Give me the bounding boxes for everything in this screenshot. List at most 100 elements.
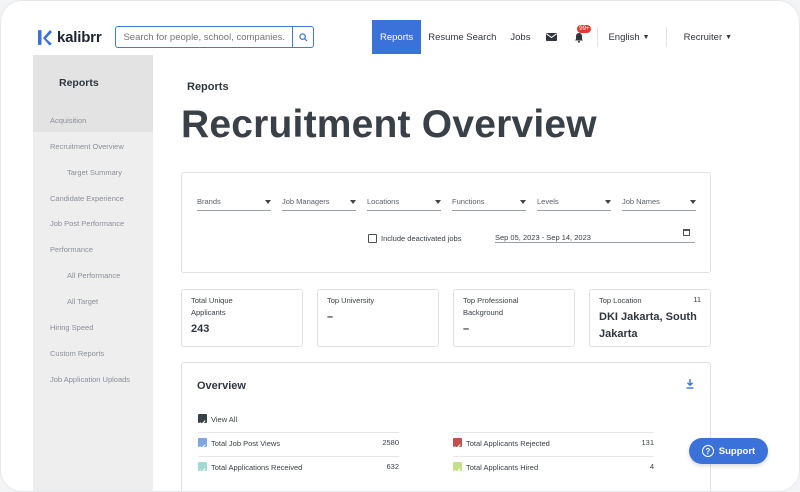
search-button[interactable]	[292, 26, 315, 48]
notification-badge: 99+	[577, 25, 592, 33]
bell-icon	[575, 32, 584, 43]
overview-panel: Overview View All Total Job Post Views 2…	[181, 362, 711, 491]
sidebar-header: Reports	[33, 55, 153, 132]
include-deactivated-label: Include deactivated jobs	[381, 234, 462, 243]
nav-jobs[interactable]: Jobs	[510, 31, 531, 43]
support-button[interactable]: ? Support	[689, 438, 768, 464]
chevron-down-icon	[520, 200, 526, 204]
metric-checkbox-job-post-views[interactable]	[198, 438, 207, 450]
view-all-label: View All	[211, 415, 238, 424]
chevron-down-icon	[435, 200, 441, 204]
language-label: English	[608, 31, 640, 43]
metric-value: 2580	[382, 438, 399, 447]
divider	[453, 432, 654, 433]
nav-reports[interactable]: Reports	[372, 20, 422, 54]
checkmark-icon	[199, 444, 206, 450]
page-title: Recruitment Overview	[181, 103, 597, 146]
chevron-down-icon	[605, 200, 611, 204]
checkmark-icon	[454, 468, 461, 474]
overview-title: Overview	[197, 380, 246, 392]
stat-label: Total Unique Applicants	[191, 295, 233, 319]
sidebar-item-all-target[interactable]: All Target	[67, 297, 99, 306]
stat-value: –	[327, 311, 334, 323]
sidebar-item-acquisition[interactable]: Acquisition	[50, 116, 87, 125]
role-label: Recruiter	[683, 31, 723, 43]
stat-value-line: DKI Jakarta, South	[599, 311, 697, 323]
functions-select[interactable]: Functions	[452, 197, 526, 211]
job-managers-select[interactable]: Job Managers	[282, 197, 356, 211]
levels-select[interactable]: Levels	[537, 197, 611, 211]
stat-value: –	[463, 323, 470, 335]
stat-value-line: Jakarta	[599, 328, 638, 340]
stat-value: DKI Jakarta, South Jakarta	[599, 309, 697, 343]
chevron-down-icon	[350, 200, 356, 204]
nav-resume-search[interactable]: Resume Search	[428, 31, 497, 43]
sidebar-item-hiring-speed[interactable]: Hiring Speed	[50, 323, 94, 332]
sidebar-title: Reports	[59, 77, 99, 89]
locations-select[interactable]: Locations	[367, 197, 441, 211]
filters-panel: Brands Job Managers Locations Functions …	[181, 172, 711, 273]
chevron-down-icon	[265, 200, 271, 204]
help-icon: ?	[701, 445, 714, 457]
notifications-button[interactable]: 99+	[565, 20, 593, 54]
divider	[453, 456, 654, 457]
include-deactivated-checkbox[interactable]	[368, 234, 377, 243]
metric-checkbox-applicants-hired[interactable]	[453, 462, 462, 474]
logo[interactable]: kalibrr	[37, 28, 102, 46]
role-dropdown[interactable]: Recruiter ▼	[677, 20, 739, 54]
metric-value: 4	[649, 462, 654, 471]
checkmark-icon	[199, 468, 206, 474]
sidebar-item-performance[interactable]: Performance	[50, 245, 93, 254]
metric-label: Total Applicants Rejected	[466, 439, 550, 448]
search-input[interactable]	[115, 26, 293, 48]
chevron-down-icon: ▼	[725, 33, 733, 41]
stat-label: Top Professional Background	[463, 295, 518, 319]
language-dropdown[interactable]: English ▼	[602, 20, 655, 54]
sidebar-item-candidate-experience[interactable]: Candidate Experience	[50, 194, 124, 203]
sidebar-item-recruitment-overview[interactable]: Recruitment Overview	[50, 142, 124, 151]
breadcrumb: Reports	[187, 81, 229, 93]
divider	[198, 456, 399, 457]
metric-checkbox-applicants-rejected[interactable]	[453, 438, 462, 450]
job-names-select-label: Job Names	[622, 197, 660, 206]
stat-card-top-location: Top Location 11 DKI Jakarta, South Jakar…	[589, 289, 711, 347]
metric-checkbox-applications-received[interactable]	[198, 462, 207, 474]
sidebar-item-target-summary[interactable]: Target Summary	[67, 168, 123, 177]
stat-label-line: Total Unique	[191, 296, 233, 305]
nav-links: Reports Resume Search Jobs 99+ English ▼	[372, 19, 739, 55]
checkmark-icon	[454, 444, 461, 450]
sidebar-item-job-application-uploads[interactable]: Job Application Uploads	[50, 375, 131, 384]
logo-text: kalibrr	[57, 28, 102, 46]
date-range-value: Sep 05, 2023 - Sep 14, 2023	[495, 233, 591, 242]
stat-value: 243	[191, 323, 210, 335]
checkmark-icon	[199, 420, 206, 426]
divider	[198, 432, 399, 433]
metric-label: Total Applications Received	[211, 463, 303, 472]
nav-divider	[597, 27, 599, 47]
date-range-picker[interactable]: Sep 05, 2023 - Sep 14, 2023	[495, 227, 695, 243]
search-bar	[115, 26, 315, 48]
stat-label-line: Applicants	[191, 308, 226, 317]
mail-button[interactable]	[537, 20, 565, 54]
stat-card-top-professional-background: Top Professional Background –	[453, 289, 575, 347]
metric-label: Total Job Post Views	[211, 439, 281, 448]
levels-select-label: Levels	[537, 197, 559, 206]
locations-select-label: Locations	[367, 197, 400, 206]
view-all-checkbox[interactable]	[198, 414, 207, 426]
brands-select[interactable]: Brands	[197, 197, 271, 211]
brands-select-label: Brands	[197, 197, 221, 206]
stat-count: 11	[693, 295, 701, 304]
calendar-icon	[683, 229, 690, 236]
sidebar-item-job-post-performance[interactable]: Job Post Performance	[50, 219, 125, 228]
sidebar-item-all-performance[interactable]: All Performance	[67, 271, 121, 280]
stat-label-line: Top Professional	[463, 296, 519, 305]
download-icon[interactable]	[686, 379, 694, 389]
nav-divider	[665, 27, 667, 47]
metric-value: 632	[386, 462, 399, 471]
sidebar-item-custom-reports[interactable]: Custom Reports	[50, 349, 105, 358]
job-names-select[interactable]: Job Names	[622, 197, 696, 211]
job-managers-select-label: Job Managers	[282, 197, 330, 206]
metric-value: 131	[641, 438, 654, 447]
functions-select-label: Functions	[452, 197, 485, 206]
